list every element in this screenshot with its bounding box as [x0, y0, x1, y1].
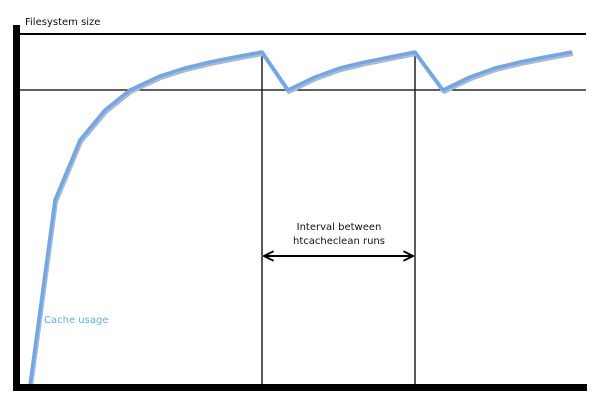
cache-usage-shadow [29, 52, 574, 388]
cache-usage-line [28, 50, 573, 386]
y-axis-label: Filesystem size [25, 17, 101, 28]
interval-label-line2: htcacheclean runs [293, 236, 385, 247]
x-axis [13, 384, 587, 391]
interval-label-line1: Interval between [296, 222, 382, 233]
cache-usage-label: Cache usage [44, 315, 109, 326]
y-axis [13, 25, 20, 391]
